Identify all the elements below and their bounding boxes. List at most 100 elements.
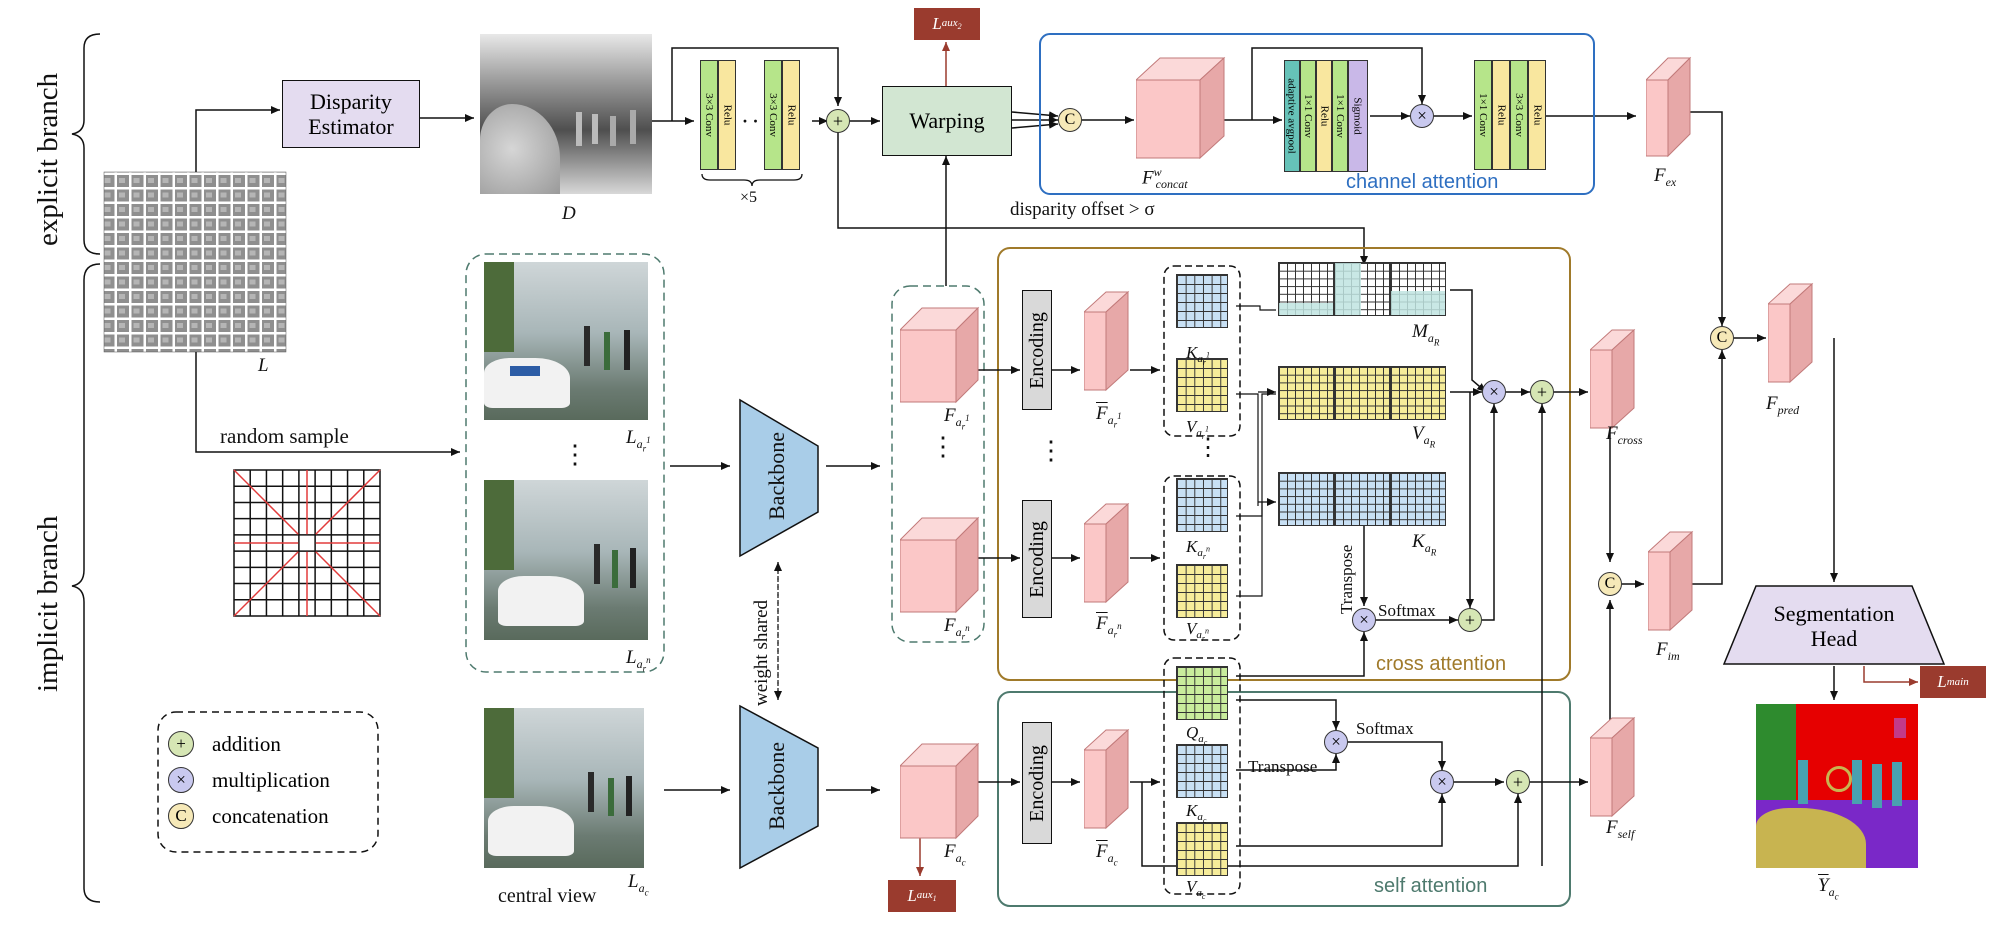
segmentation-head-label: Segmentation Head [1773,600,1895,651]
multiply-node-transpose: × [1352,608,1376,632]
sampling-ray [233,469,299,535]
disparity-estimator-block: Disparity Estimator [282,80,420,148]
light-field-image [103,171,287,353]
cross-attention-label: cross attention [1376,653,1507,675]
relu-layer: Relu [718,60,736,170]
encoded-ac-label: Fac [1096,841,1118,868]
view-n-label: Larn [626,647,651,674]
disparity-offset-label: disparity offset > σ [1010,199,1155,220]
sampling-pattern [233,469,381,617]
disparity-map-image [480,34,652,194]
addition-node-disparity: + [826,109,850,133]
weight-shared-label: weight shared [751,599,772,706]
encoded-feature-arn [1084,502,1130,604]
central-view-image [484,708,644,868]
encoded-arn-label: Farn [1096,613,1122,640]
v-ar1-label: Var1 [1186,417,1210,442]
stacked-key-matrix-0 [1278,472,1334,526]
encoding-block-arn: Encoding [1022,500,1052,618]
backbone-top-shape [739,398,819,558]
v-aR-label: VaR [1412,423,1436,450]
mask-patch [1335,263,1361,315]
key-matrix-ar1 [1176,274,1228,328]
addition-node-cross: + [1530,380,1554,404]
concat-node-warping: C [1058,108,1082,132]
addition-node-softmax: + [1458,608,1482,632]
multiply-node-self-v: × [1430,770,1454,794]
key-matrix-ac [1176,744,1228,798]
ca-out-relu2: Relu [1528,60,1546,170]
stacked-key-matrix-1 [1334,472,1390,526]
encoding-ellipsis: ⋮ [1038,436,1064,465]
central-view-label: central view [498,885,597,907]
value-matrix-ar1 [1176,358,1228,412]
v-ac-label: Vac [1186,877,1206,902]
value-matrix-arn [1176,564,1228,618]
f-concat-label: Fwconcat [1142,165,1188,192]
ca-relu: Relu [1316,60,1332,172]
v-arn-label: Varn [1186,619,1210,644]
kv-ellipsis: ⋮ [1196,435,1220,461]
sub-aperture-view-1 [484,262,648,420]
repeat-label: ×5 [740,189,758,206]
query-matrix-ac [1176,666,1228,720]
view-1-label: Lar1 [626,427,651,454]
multiplication-icon: × [168,767,194,793]
encoding-block-ac: Encoding [1022,722,1052,844]
mask-patch [1279,303,1333,315]
softmax-cross-label: Softmax [1378,601,1436,620]
segmentation-output-image [1756,704,1918,868]
f-ex-label: Fex [1654,165,1677,189]
f-im-slab [1648,530,1694,632]
concatenation-icon: C [168,803,194,829]
implicit-brace [71,263,101,903]
sigmoid-layer: Sigmoid [1348,60,1368,172]
m-aR-label: MaR [1412,321,1440,348]
f-ex-slab [1646,56,1692,158]
encoded-feature-ar1 [1084,290,1130,392]
f-pred-label: Fpred [1766,393,1800,417]
feature-arn-label: Farn [944,615,970,642]
stacked-key-matrix-2 [1390,472,1446,526]
legend-multiplication: × multiplication [168,762,330,798]
stacked-value-matrix-1 [1334,366,1390,420]
segmentation-output-label: Yac [1818,875,1839,902]
addition-node-self: + [1506,770,1530,794]
concat-node-implicit: C [1598,572,1622,596]
feature-ellipsis: ⋮ [930,432,956,461]
views-ellipsis: ⋮ [562,440,588,469]
concat-node-final: C [1710,326,1734,350]
warping-block: Warping [882,86,1012,156]
transpose-self-label: Transpose [1248,757,1318,776]
encoding-block-ar1: Encoding [1022,290,1052,410]
encoded-ar1-label: Far1 [1096,403,1122,430]
k-aR-label: KaR [1412,531,1437,558]
relu-layer-last: Relu [782,60,800,170]
f-cross-slab [1590,328,1636,430]
implicit-branch-label: implicit branch [32,515,64,692]
ca-conv1x1-b: 1×1 Conv [1332,60,1348,172]
feature-ac-label: Fac [944,841,966,868]
repeat-brace [701,173,803,187]
f-cross-label: Fcross [1606,423,1643,447]
multiply-node-cross: × [1482,380,1506,404]
conv-ellipsis: · · · [742,111,770,131]
transpose-cross-label: Transpose [1337,544,1356,614]
mask-patch [1391,291,1445,315]
channel-attention-label: channel attention [1346,171,1499,193]
multiply-node-channel: × [1410,104,1434,128]
explicit-branch-label: explicit branch [32,72,64,246]
f-self-slab [1590,716,1636,818]
sampling-ray [315,551,381,617]
f-self-label: Fself [1606,817,1635,841]
f-im-label: Fim [1656,639,1680,663]
feature-ar1-label: Far1 [944,405,970,432]
backbone-bottom-label: Backbone [764,742,789,830]
key-matrix-arn [1176,478,1228,532]
